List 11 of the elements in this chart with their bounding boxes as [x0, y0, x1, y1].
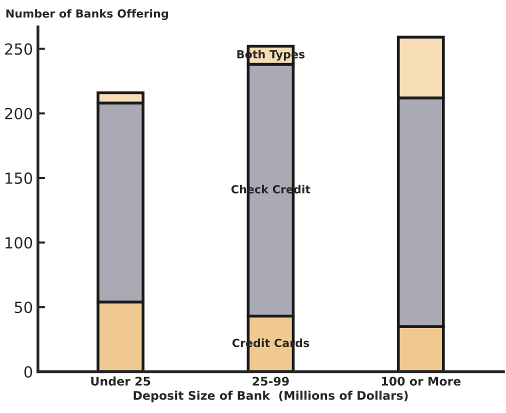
y-tick-label: 100 — [6, 237, 32, 249]
y-tick-label: 150 — [6, 172, 32, 184]
x-tick-label: Under 25 — [91, 376, 150, 386]
x-tick-label: 100 or More — [382, 376, 461, 386]
y-tick-label: 0 — [24, 366, 32, 378]
y-axis-title: Number of Banks Offering — [6, 9, 168, 20]
x-tick-label: 25-99 — [252, 376, 289, 386]
x-axis-title: Deposit Size of Bank (Millions of Dollars) — [134, 390, 408, 402]
y-tick-label: 200 — [5, 108, 32, 120]
y-tick-label: 50 — [14, 302, 32, 314]
y-tick-label: 250 — [5, 43, 32, 55]
